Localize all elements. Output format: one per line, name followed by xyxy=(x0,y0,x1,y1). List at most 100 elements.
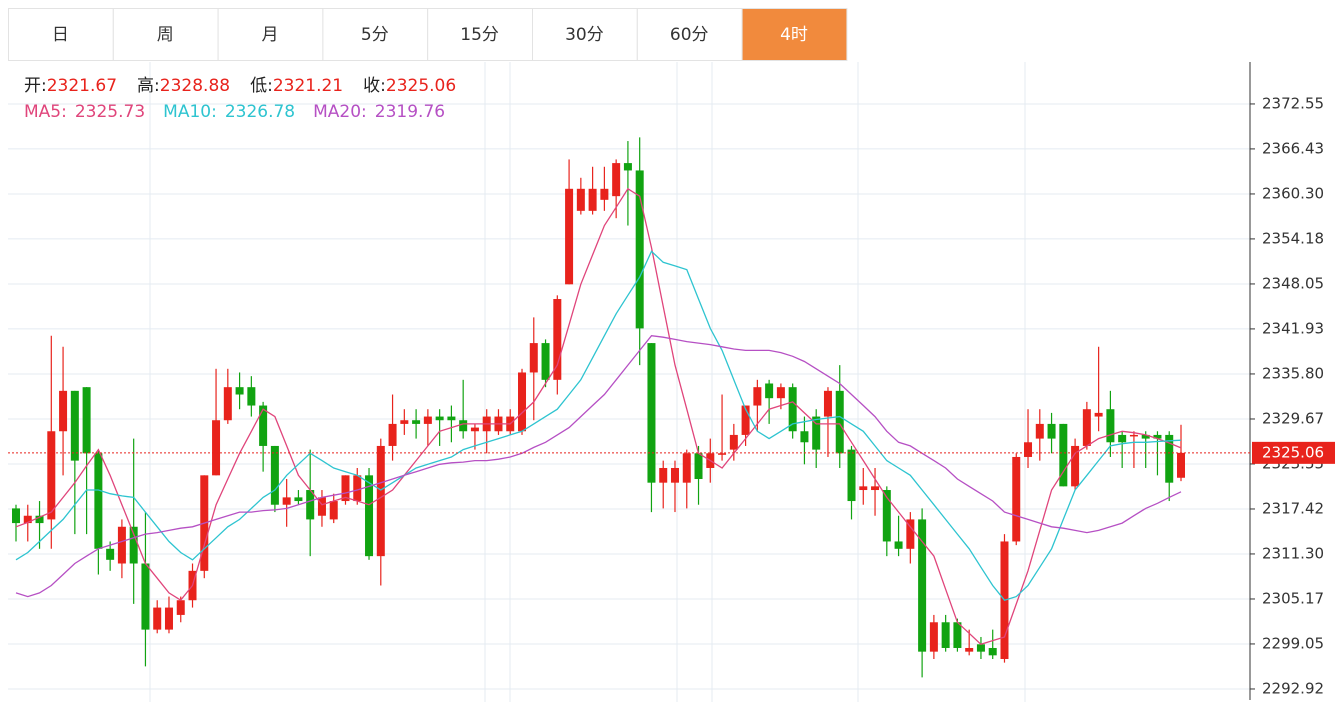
tab-bg[interactable] xyxy=(112,8,219,61)
candle-body xyxy=(141,563,150,630)
tab-label[interactable]: 15分 xyxy=(460,25,499,45)
tab[interactable]: 30分 xyxy=(532,8,638,61)
candle-body xyxy=(929,622,938,652)
candle-body xyxy=(388,423,397,446)
ma-line xyxy=(15,187,1182,646)
candle-body xyxy=(576,188,585,211)
candle-body xyxy=(1129,434,1138,437)
tab-bg[interactable] xyxy=(741,8,848,61)
legend-name: MA20: xyxy=(313,102,367,122)
candle-body xyxy=(106,548,115,560)
candle-body xyxy=(12,508,20,524)
candle-body xyxy=(941,622,950,648)
candle-body xyxy=(765,383,774,399)
candle-body xyxy=(1047,423,1056,439)
y-tick-label: 2348.05 xyxy=(1262,274,1324,292)
candle-body xyxy=(223,387,232,421)
tab-label[interactable]: 4时 xyxy=(780,25,808,45)
tab-label[interactable]: 月 xyxy=(262,25,279,45)
legend-value: 2326.78 xyxy=(225,102,295,122)
tab-bg[interactable] xyxy=(427,8,534,61)
y-tick-label: 2372.55 xyxy=(1262,94,1324,112)
candle-body xyxy=(1071,445,1080,487)
y-tick-label: 2292.92 xyxy=(1262,679,1324,697)
candle-body xyxy=(882,490,891,542)
legend-value: 2319.76 xyxy=(375,102,445,122)
tab-label[interactable]: 5分 xyxy=(361,25,389,45)
ohlc-value: 2321.21 xyxy=(273,76,343,96)
tab-bg[interactable] xyxy=(636,8,743,61)
tab-label[interactable]: 周 xyxy=(157,25,174,45)
tab[interactable]: 4时 xyxy=(741,8,848,61)
ma-line xyxy=(15,250,1182,601)
candle-body xyxy=(306,490,315,520)
candle-body xyxy=(259,405,268,446)
tab-label[interactable]: 日 xyxy=(52,25,69,45)
tab[interactable]: 60分 xyxy=(636,8,743,61)
candle-body xyxy=(164,607,173,630)
ohlc-value: 2328.88 xyxy=(160,76,230,96)
candle-body xyxy=(117,526,126,564)
y-tick-label: 2360.30 xyxy=(1262,184,1324,202)
y-tick-label: 2354.18 xyxy=(1262,229,1324,247)
candle-body xyxy=(353,475,362,502)
candle-body xyxy=(400,420,409,424)
candle-body xyxy=(871,486,880,491)
candle-body xyxy=(823,390,832,417)
tab[interactable]: 日 xyxy=(8,8,114,61)
candle-body xyxy=(129,526,138,564)
candle-body xyxy=(953,622,962,648)
tab[interactable]: 5分 xyxy=(322,8,429,61)
candle-body xyxy=(1024,442,1033,457)
candle-body xyxy=(1153,434,1162,439)
candle-body xyxy=(729,434,738,450)
candle-body xyxy=(1106,409,1115,443)
tab-bg[interactable] xyxy=(217,8,324,61)
candle-body xyxy=(965,647,974,652)
candle-body xyxy=(718,453,727,455)
candle-body xyxy=(835,390,844,454)
candle-body xyxy=(623,163,632,171)
candle-body xyxy=(376,445,385,557)
tab-label[interactable]: 30分 xyxy=(565,25,604,45)
tab-bg[interactable] xyxy=(532,8,638,61)
candle-body xyxy=(317,497,326,516)
candle-body xyxy=(553,299,562,380)
tab[interactable]: 15分 xyxy=(427,8,534,61)
candle-body xyxy=(1012,456,1021,542)
candle-body xyxy=(753,387,762,406)
candle-body xyxy=(1082,409,1091,446)
candle-body xyxy=(788,387,797,432)
candle-body xyxy=(988,647,997,656)
candle-body xyxy=(1059,423,1068,487)
candle-body xyxy=(694,453,703,480)
candle-body xyxy=(518,372,527,432)
candle-body xyxy=(1165,434,1174,483)
tab-label[interactable]: 60分 xyxy=(670,25,709,45)
candle-body xyxy=(894,541,903,549)
candle-body xyxy=(588,188,597,211)
candle-body xyxy=(565,188,574,285)
tab[interactable]: 月 xyxy=(217,8,324,61)
y-tick-label: 2317.42 xyxy=(1262,499,1324,517)
y-tick-label: 2335.80 xyxy=(1262,364,1324,382)
candle-body xyxy=(976,644,985,652)
candle-body xyxy=(635,170,644,329)
y-tick-label: 2366.43 xyxy=(1262,139,1324,157)
period-grid xyxy=(149,62,1026,702)
candle-body xyxy=(294,497,303,502)
tab-bg[interactable] xyxy=(322,8,429,61)
candle-body xyxy=(600,188,609,200)
y-tick-label: 2305.17 xyxy=(1262,589,1324,607)
candle-body xyxy=(282,497,291,505)
candle-body xyxy=(176,600,185,615)
candle-body xyxy=(365,475,374,557)
candle-body xyxy=(906,519,915,549)
candle-body xyxy=(270,445,279,505)
candle-body xyxy=(1035,423,1044,439)
candle-body xyxy=(1118,434,1127,443)
candle-body xyxy=(423,416,432,424)
tab[interactable]: 周 xyxy=(112,8,219,61)
